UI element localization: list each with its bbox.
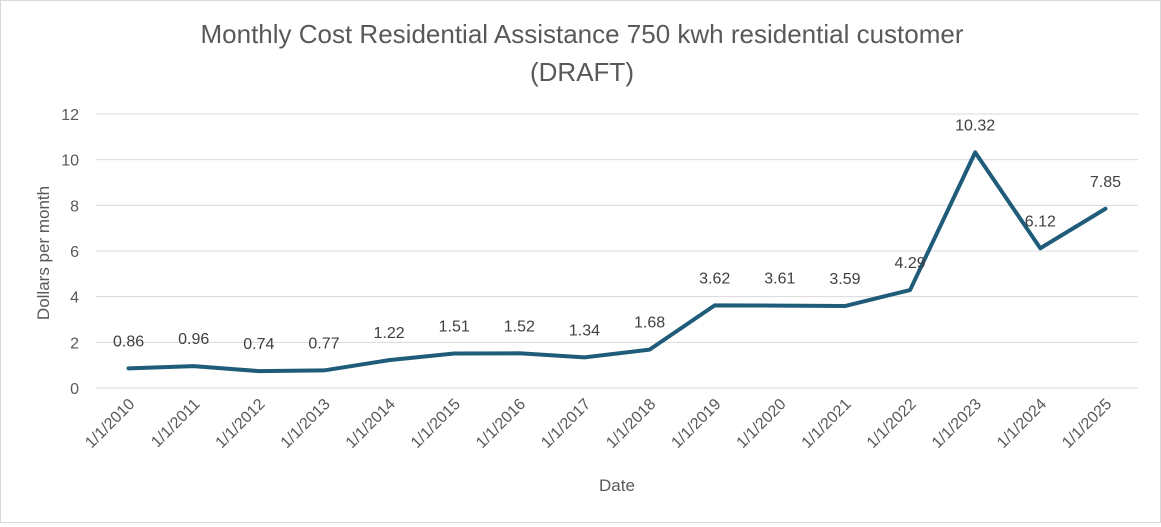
x-axis-ticks: 1/1/2010 1/1/2011 1/1/2012 1/1/2013 1/1/2014…	[82, 396, 1115, 452]
data-label: 3.61	[764, 271, 795, 288]
chart-title-line2: (DRAFT)	[530, 57, 634, 87]
data-label: 7.85	[1090, 174, 1121, 191]
series-line	[126, 150, 1108, 374]
y-tick-label: 4	[70, 290, 79, 307]
y-tick-label: 2	[70, 335, 79, 352]
x-tick-label: 1/1/2012	[213, 396, 269, 452]
x-tick-label: 1/1/2023	[929, 396, 985, 452]
y-tick-label: 8	[70, 198, 79, 215]
y-axis-ticks: 0 2 4 6 8 10 12	[61, 107, 79, 398]
y-axis-label: Dollars per month	[34, 186, 53, 320]
data-label: 0.86	[113, 333, 144, 350]
x-tick-label: 1/1/2025	[1059, 396, 1115, 452]
x-tick-label: 1/1/2018	[603, 396, 659, 452]
data-label: 6.12	[1025, 213, 1056, 230]
x-tick-label: 1/1/2011	[148, 396, 203, 451]
x-tick-label: 1/1/2019	[668, 396, 724, 452]
data-labels: 0.86 0.96 0.74 0.77 1.22 1.51 1.52 1.34 1.68 3.62…	[113, 117, 1121, 353]
data-label: 0.74	[243, 336, 274, 353]
x-tick-label: 1/1/2014	[343, 396, 399, 452]
x-tick-label: 1/1/2022	[864, 396, 920, 452]
x-tick-label: 1/1/2024	[994, 396, 1050, 452]
y-tick-label: 10	[61, 153, 79, 170]
x-tick-label: 1/1/2013	[278, 396, 334, 452]
data-label: 1.22	[373, 325, 404, 342]
data-label: 0.96	[178, 331, 209, 348]
data-label: 0.77	[308, 335, 339, 352]
y-tick-label: 12	[61, 107, 79, 124]
gridlines	[96, 113, 1138, 389]
x-axis-label: Date	[599, 476, 635, 495]
data-label: 1.68	[634, 315, 665, 332]
x-tick-label: 1/1/2016	[473, 396, 529, 452]
data-label: 4.29	[894, 255, 925, 272]
series-layer	[126, 150, 1108, 374]
data-label: 1.52	[504, 318, 535, 335]
data-label: 3.62	[699, 270, 730, 287]
data-label: 3.59	[829, 271, 860, 288]
data-label: 1.51	[439, 319, 470, 336]
x-tick-label: 1/1/2021	[799, 396, 855, 452]
data-label: 1.34	[569, 322, 600, 339]
y-tick-label: 0	[70, 381, 79, 398]
x-tick-label: 1/1/2010	[82, 396, 138, 452]
y-tick-label: 6	[70, 244, 79, 261]
data-label: 10.32	[955, 117, 995, 134]
chart-title-line1: Monthly Cost Residential Assistance 750 …	[200, 19, 963, 49]
x-tick-label: 1/1/2017	[538, 396, 594, 452]
x-tick-label: 1/1/2015	[408, 396, 464, 452]
x-tick-label: 1/1/2020	[734, 396, 790, 452]
